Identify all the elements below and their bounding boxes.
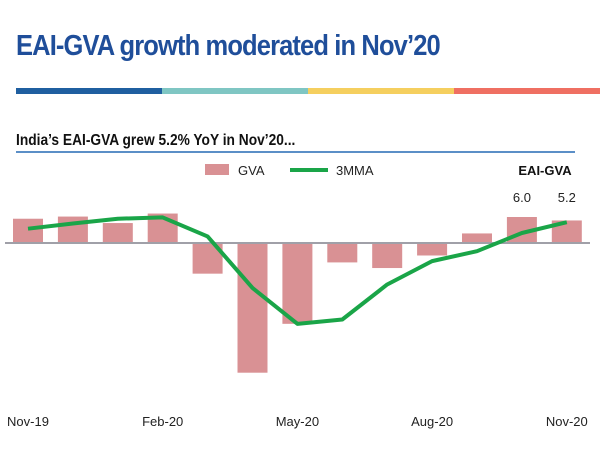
bar-gva-Sep-20 [462, 233, 492, 243]
x-tick-label: Feb-20 [142, 414, 183, 429]
stripe-blue [16, 88, 162, 94]
page-title: EAI-GVA growth moderated in Nov’20 [16, 30, 441, 62]
data-label-Nov-20: 5.2 [558, 190, 576, 205]
subtitle-underline [16, 151, 575, 153]
chart-subtitle: India’s EAI-GVA grew 5.2% YoY in Nov’20.… [16, 132, 296, 149]
bar-gva-May-20 [282, 242, 313, 324]
stripe-yellow [308, 88, 454, 94]
bar-gva-Jun-20 [327, 242, 358, 263]
bar-gva-Jan-20 [102, 223, 133, 243]
stripe-red [454, 88, 600, 94]
stripe-teal [162, 88, 308, 94]
bar-gva-Apr-20 [237, 242, 268, 373]
bar-gva-Nov-20 [551, 220, 582, 243]
x-tick-label: Nov-19 [7, 414, 49, 429]
bar-gva-Aug-20 [417, 242, 448, 256]
data-label-Oct-20: 6.0 [513, 190, 531, 205]
color-stripe [16, 88, 600, 94]
x-tick-label: Nov-20 [546, 414, 588, 429]
chart-series-title: EAI-GVA [518, 163, 572, 178]
x-tick-label: May-20 [276, 414, 319, 429]
3mma-line [27, 215, 568, 326]
bar-gva-Nov-19 [13, 218, 43, 243]
legend-3mma-label: 3MMA [336, 163, 374, 178]
legend-gva-label: GVA [238, 163, 265, 178]
x-tick-label: Aug-20 [411, 414, 453, 429]
bar-gva-Jul-20 [372, 242, 403, 269]
legend-gva-swatch [205, 164, 229, 175]
